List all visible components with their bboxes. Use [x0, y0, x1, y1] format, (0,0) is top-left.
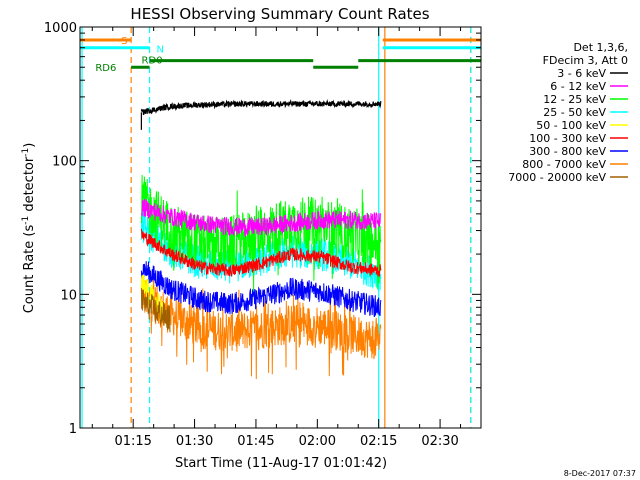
series-line-3-6-kev: [140, 99, 382, 116]
series-line-7000-20000-kev: [140, 288, 171, 333]
series-line-800-7000-kev: [140, 271, 382, 380]
flag-label-rd6: RD6: [95, 63, 116, 74]
x-tick-label: 01:15: [114, 434, 151, 449]
plot-clipped: [81, 27, 472, 428]
y-label-main: Count Rate (s: [22, 225, 37, 314]
x-tick-label: 02:30: [421, 434, 458, 449]
x-tick-label: 02:15: [360, 434, 397, 449]
legend-label-12-25-kev: 12 - 25 keV: [543, 93, 606, 106]
flag-bar-rd0: [149, 59, 481, 69]
x-axis-label: Start Time (11-Aug-17 01:01:42): [175, 456, 387, 471]
legend-label-800-7000-kev: 800 - 7000 keV: [522, 158, 606, 171]
x-tick-label: 01:45: [237, 434, 274, 449]
y-tick-label: 10: [60, 288, 77, 303]
series-line-12-25-kev: [140, 174, 382, 292]
axes: 01:15 01:30 01:45 02:00 02:15 02:30 1 10 100 1000: [44, 21, 482, 449]
y-label-mid: detector: [22, 156, 37, 216]
legend-label-25-50-kev: 25 - 50 keV: [543, 106, 606, 119]
legend-header-line: FDecim 3, Att 0: [543, 54, 628, 67]
y-tick-label: 100: [52, 155, 77, 170]
flag-label-s: S: [121, 36, 127, 47]
y-label-sup1: -1: [21, 216, 31, 225]
y-label-end: ): [22, 143, 37, 148]
chart-title: HESSI Observing Summary Count Rates: [130, 5, 429, 23]
series-line-6-12-kev: [140, 198, 382, 238]
legend-label-7000-20000-kev: 7000 - 20000 keV: [508, 171, 606, 184]
y-tick-label: 1000: [44, 21, 77, 36]
y-label-sup2: -1: [21, 148, 31, 157]
y-axis-label: Count Rate (s-1 detector-1): [21, 143, 37, 314]
y-tick-label: 1: [69, 422, 77, 437]
plot-frame: [79, 26, 482, 429]
series-line-300-800-kev: [140, 261, 382, 318]
legend-label-3-6-kev: 3 - 6 keV: [557, 67, 606, 80]
legend-label-100-300-kev: 100 - 300 keV: [529, 132, 606, 145]
series-line-25-50-kev: [140, 211, 382, 291]
flag-label-n: N: [157, 45, 164, 56]
legend-label-50-100-kev: 50 - 100 keV: [536, 119, 606, 132]
legend-header-line: Det 1,3,6,: [573, 41, 628, 54]
x-tick-label: 01:30: [176, 434, 213, 449]
flag-label-rd0: RD0: [142, 56, 163, 67]
footer-timestamp: 8-Dec-2017 07:37: [564, 469, 636, 478]
series-line-100-300-kev: [140, 228, 382, 277]
x-tick-label: 02:00: [299, 434, 336, 449]
legend-label-6-12-kev: 6 - 12 keV: [550, 80, 606, 93]
legend-label-300-800-kev: 300 - 800 keV: [529, 145, 606, 158]
